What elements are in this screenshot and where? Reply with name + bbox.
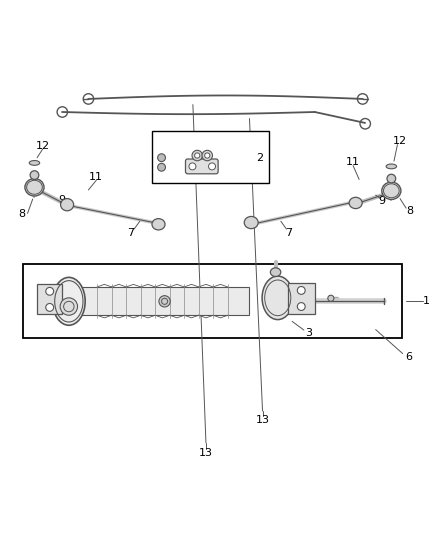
Text: 11: 11 [89,172,103,182]
Ellipse shape [382,182,401,199]
Circle shape [46,287,53,295]
Text: 9: 9 [58,196,65,205]
Ellipse shape [386,164,396,169]
FancyBboxPatch shape [185,159,218,174]
Circle shape [328,295,334,301]
Ellipse shape [25,179,44,196]
Text: 9: 9 [378,196,385,206]
Text: 11: 11 [346,157,360,167]
Circle shape [297,303,305,310]
Ellipse shape [53,277,85,325]
Circle shape [202,150,212,161]
Circle shape [208,163,215,170]
Text: 7: 7 [285,228,292,238]
Ellipse shape [152,219,165,230]
Ellipse shape [262,276,293,320]
Text: 3: 3 [305,328,312,337]
Bar [288,283,315,313]
Ellipse shape [244,216,258,229]
Circle shape [158,163,166,171]
Text: 2: 2 [256,153,264,163]
Text: 12: 12 [393,136,407,146]
Ellipse shape [60,199,74,211]
Text: 7: 7 [127,228,134,238]
Circle shape [158,154,166,161]
Circle shape [60,298,78,315]
Circle shape [387,174,396,183]
Circle shape [46,303,53,311]
Text: 8: 8 [19,209,26,219]
Circle shape [189,163,196,170]
Text: 13: 13 [199,448,213,458]
Circle shape [205,153,210,158]
Text: 8: 8 [406,206,413,216]
Bar [152,131,269,183]
Ellipse shape [270,268,281,277]
Text: 12: 12 [35,141,50,150]
Text: 1: 1 [423,296,430,306]
Bar [37,284,62,313]
Circle shape [194,153,200,158]
Circle shape [159,296,170,307]
Text: 13: 13 [255,415,269,425]
Circle shape [192,150,202,161]
Bar [23,264,402,338]
Bar [69,287,250,315]
Circle shape [30,171,39,180]
Circle shape [297,287,305,294]
Ellipse shape [349,197,362,208]
Text: 6: 6 [405,352,412,362]
Ellipse shape [29,160,40,165]
